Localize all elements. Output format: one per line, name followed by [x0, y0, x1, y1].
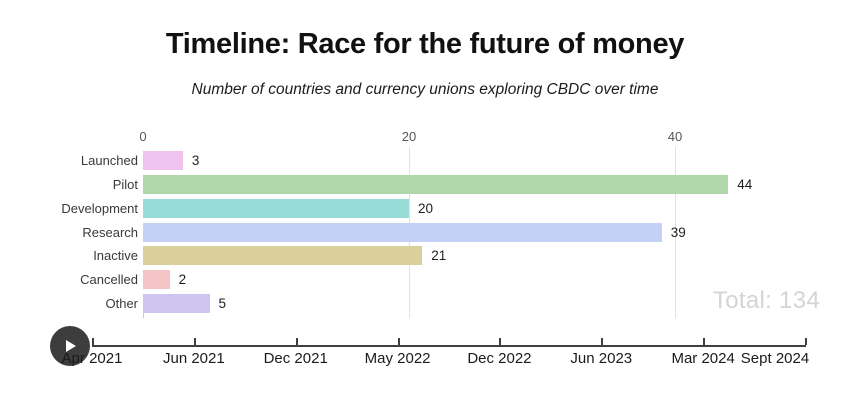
timeline-tick — [601, 338, 604, 345]
chart-subtitle: Number of countries and currency unions … — [191, 81, 659, 98]
timeline-label-dec-2022: Dec 2022 — [467, 350, 532, 367]
bar-value-label-research: 39 — [670, 224, 686, 240]
bar-value-label-launched: 3 — [191, 153, 200, 168]
bar-pilot — [143, 174, 729, 194]
page-title: Timeline: Race for the future of money — [165, 28, 685, 60]
category-label-cancelled: Cancelled — [80, 272, 138, 288]
timeline-label-apr-2021: Apr 2021 — [61, 350, 123, 367]
timeline-label-jun-2023: Jun 2023 — [570, 350, 633, 367]
bar-inactive — [143, 246, 423, 266]
bar-research — [143, 222, 662, 242]
bar-other — [143, 294, 210, 314]
value-axis-tick-label: 20 — [401, 129, 417, 144]
bar-launched — [143, 151, 183, 170]
timeline-tick — [193, 338, 196, 345]
category-label-inactive: Inactive — [93, 248, 138, 264]
timeline-label-dec-2021: Dec 2021 — [263, 350, 328, 367]
timeline-tick — [499, 338, 502, 345]
play-button[interactable] — [50, 326, 90, 366]
timeline-label-may-2022: May 2022 — [364, 350, 431, 367]
timeline-tick — [295, 338, 298, 345]
timeline-tick — [397, 338, 400, 345]
timeline-tick — [703, 338, 706, 345]
timeline-label-sept-2024: Sept 2024 — [740, 350, 810, 367]
zero-baseline-tick — [143, 313, 144, 318]
timeline-label-jun-2021: Jun 2021 — [162, 350, 225, 367]
bar-value-label-cancelled: 2 — [178, 272, 187, 288]
play-icon — [66, 340, 76, 352]
category-label-launched: Launched — [80, 153, 138, 168]
timeline-label-mar-2024: Mar 2024 — [671, 350, 735, 367]
category-label-other: Other — [105, 296, 138, 312]
category-label-development: Development — [61, 200, 138, 216]
bar-value-label-pilot: 44 — [737, 176, 753, 192]
value-axis-tick-label: 40 — [667, 129, 683, 144]
bar-development — [143, 198, 409, 218]
timeline-tick — [92, 338, 94, 345]
timeline-tick — [805, 338, 807, 345]
bar-cancelled — [143, 270, 170, 290]
value-axis-tick-label: 0 — [139, 129, 147, 144]
bar-value-label-other: 5 — [218, 296, 227, 312]
bar-value-label-development: 20 — [418, 200, 434, 216]
category-label-pilot: Pilot — [112, 176, 138, 192]
bar-value-label-inactive: 21 — [431, 248, 447, 264]
value-gridline — [675, 147, 676, 318]
timeline-line — [92, 345, 806, 347]
total-label: Total: 134 — [712, 287, 820, 314]
category-label-research: Research — [82, 224, 138, 240]
